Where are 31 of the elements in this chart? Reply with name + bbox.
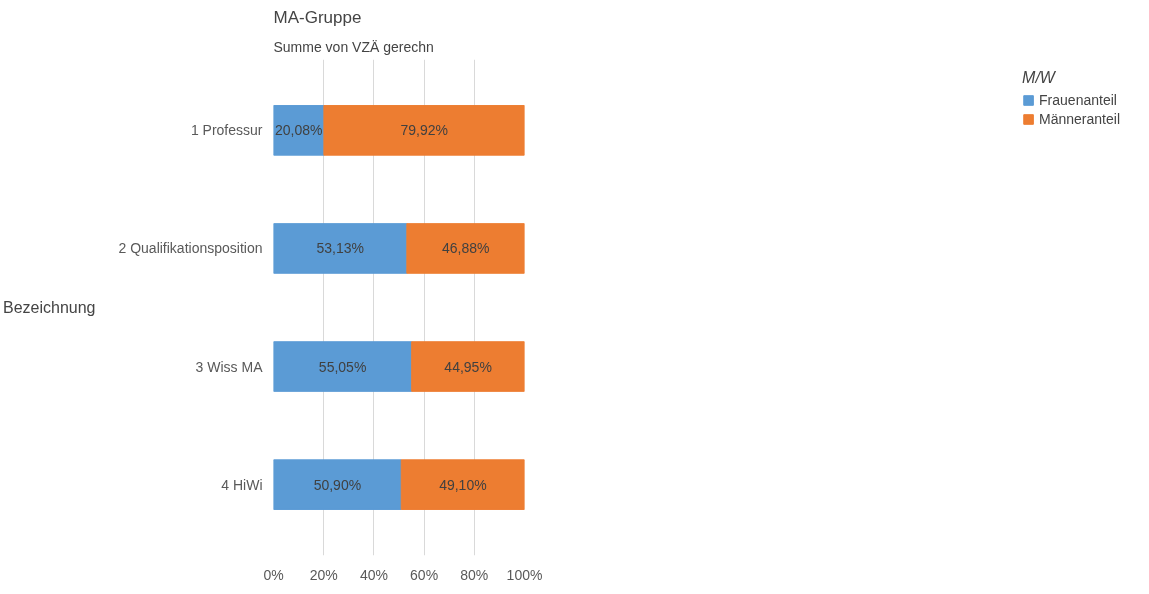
y-tick-label: 2 Qualifikationsposition [118,240,263,257]
bar [273,341,413,392]
data-label: 46,88% [441,240,490,257]
legend-label: Männeranteil [1039,111,1120,127]
x-tick-label: 80% [460,566,489,583]
data-label: 79,92% [400,122,448,139]
x-tick-label: 60% [410,566,439,583]
bar [411,341,525,392]
x-tick-label: 40% [359,566,388,583]
x-tick-label: 0% [263,566,284,583]
bar [323,105,525,156]
bar [400,459,525,510]
y-tick-label: 4 HiWi [221,476,263,493]
data-label: 53,13% [316,240,364,257]
y-axis-title: Bezeichnung [3,299,96,316]
x-tick-label: 100% [506,566,543,583]
chart-title: MA-Gruppe [273,7,362,27]
bar [406,223,525,274]
data-label: 49,10% [439,476,487,493]
legend-label: Frauenanteil [1039,92,1117,108]
y-tick-label: 1 Professur [190,122,263,139]
y-tick-label: 3 Wiss MA [195,358,264,375]
bar [273,223,408,274]
data-label: 50,90% [313,476,362,493]
x-tick-label: 20% [309,566,338,583]
data-label: 20,08% [274,122,323,139]
legend-title: M/W [1022,69,1057,87]
data-label: 55,05% [318,358,367,375]
bar [273,459,402,510]
chart-subtitle: Summe von VZÄ gerechn [273,38,434,55]
data-label: 44,95% [444,358,492,375]
